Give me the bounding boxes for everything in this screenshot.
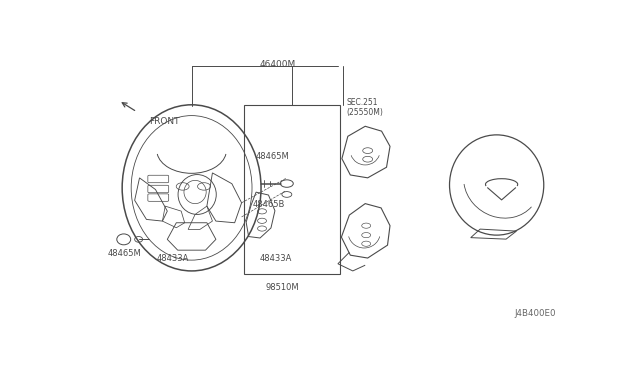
Text: 98510M: 98510M bbox=[266, 283, 300, 292]
Text: 48433A: 48433A bbox=[260, 254, 292, 263]
Text: 48465M: 48465M bbox=[108, 249, 141, 258]
Text: SEC.251
(25550M): SEC.251 (25550M) bbox=[347, 97, 384, 117]
Text: J4B400E0: J4B400E0 bbox=[515, 310, 556, 318]
Text: 48465B: 48465B bbox=[253, 200, 285, 209]
Text: FRONT: FRONT bbox=[150, 118, 180, 126]
Text: 46400M: 46400M bbox=[259, 60, 296, 68]
Text: 48465M: 48465M bbox=[256, 153, 290, 161]
Text: 48433A: 48433A bbox=[157, 254, 189, 263]
Bar bbox=[244, 105, 340, 274]
